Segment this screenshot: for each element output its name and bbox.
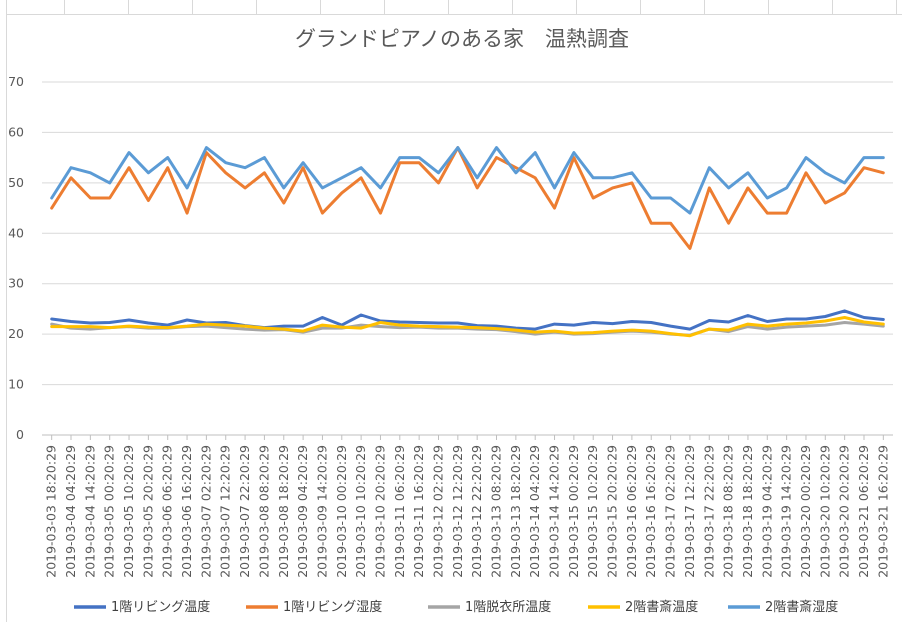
x-tick-label: 2019-03-06 06:20:29: [160, 445, 175, 578]
spreadsheet-column-grid: [0, 0, 902, 15]
x-tick-label: 2019-03-15 20:20:29: [605, 445, 620, 578]
x-tick-label: 2019-03-15 00:20:29: [566, 445, 581, 578]
x-tick-label: 2019-03-03 18:20:29: [44, 445, 59, 578]
y-tick-label: 60: [8, 124, 24, 139]
legend-entry: 1階脱衣所温度: [465, 599, 551, 615]
x-axis-tick-labels: 2019-03-03 18:20:29 2019-03-04 04:20:29 20…: [44, 435, 890, 578]
y-axis-tick-labels: 0 10 20 30 40 50 60 70: [8, 74, 24, 442]
legend-entry: 2階書斎湿度: [765, 599, 838, 615]
gridlines: [42, 81, 893, 436]
y-tick-label: 50: [8, 175, 24, 190]
x-tick-label: 2019-03-10 20:20:29: [372, 445, 387, 578]
series-line-5: [50, 146, 885, 215]
legend-entry: 1階リビング湿度: [283, 599, 382, 615]
series-line-2: [50, 146, 885, 250]
spreadsheet-row-header: [0, 0, 7, 622]
legend-entry: 1階リビング温度: [111, 599, 210, 615]
x-tick-label: 2019-03-04 04:20:29: [63, 445, 78, 578]
legend: 1階リビング温度 1階リビング湿度 1階脱衣所温度 2階書斎温度 2階書斎湿度: [74, 599, 838, 615]
x-tick-label: 2019-03-17 02:20:29: [663, 445, 678, 578]
x-tick-label: 2019-03-06 16:20:29: [179, 445, 194, 578]
x-tick-label: 2019-03-20 10:20:29: [817, 445, 832, 578]
series-line-4: [50, 316, 885, 338]
y-tick-label: 30: [8, 276, 24, 291]
x-tick-label: 2019-03-10 00:20:29: [334, 445, 349, 578]
y-tick-label: 20: [8, 326, 24, 341]
x-tick-label: 2019-03-05 20:20:29: [140, 445, 155, 578]
x-tick-label: 2019-03-19 04:20:29: [759, 445, 774, 578]
x-tick-label: 2019-03-21 06:20:29: [856, 445, 871, 578]
y-tick-label: 70: [8, 74, 24, 89]
series-lines: [50, 146, 885, 338]
x-tick-label: 2019-03-13 08:20:29: [489, 445, 504, 578]
x-tick-label: 2019-03-12 02:20:29: [430, 445, 445, 578]
x-tick-label: 2019-03-20 00:20:29: [798, 445, 813, 578]
x-tick-label: 2019-03-11 16:20:29: [411, 445, 426, 578]
x-tick-label: 2019-03-05 10:20:29: [121, 445, 136, 578]
series-line-1: [50, 309, 885, 331]
x-tick-label: 2019-03-07 12:20:29: [218, 445, 233, 578]
x-tick-label: 2019-03-09 14:20:29: [314, 445, 329, 578]
x-tick-label: 2019-03-05 00:20:29: [102, 445, 117, 578]
x-tick-label: 2019-03-09 04:20:29: [295, 445, 310, 578]
x-tick-label: 2019-03-21 16:20:29: [875, 445, 890, 578]
x-tick-label: 2019-03-16 06:20:29: [624, 445, 639, 578]
x-tick-label: 2019-03-07 22:20:29: [237, 445, 252, 578]
x-tick-label: 2019-03-08 18:20:29: [276, 445, 291, 578]
x-tick-label: 2019-03-19 14:20:29: [779, 445, 794, 578]
chart-title: グランドピアノのある家 温熱調査: [295, 27, 629, 51]
y-tick-label: 40: [8, 225, 24, 240]
x-tick-label: 2019-03-07 02:20:29: [198, 445, 213, 578]
x-tick-label: 2019-03-12 22:20:29: [469, 445, 484, 578]
x-tick-label: 2019-03-10 10:20:29: [353, 445, 368, 578]
x-tick-label: 2019-03-15 10:20:29: [585, 445, 600, 578]
x-tick-label: 2019-03-18 18:20:29: [740, 445, 755, 578]
x-tick-label: 2019-03-12 12:20:29: [450, 445, 465, 578]
x-tick-label: 2019-03-16 16:20:29: [643, 445, 658, 578]
x-tick-label: 2019-03-11 06:20:29: [392, 445, 407, 578]
x-tick-label: 2019-03-18 08:20:29: [721, 445, 736, 578]
x-tick-label: 2019-03-08 08:20:29: [256, 445, 271, 578]
legend-entry: 2階書斎温度: [625, 599, 698, 615]
x-tick-label: 2019-03-13 18:20:29: [508, 445, 523, 578]
y-tick-label: 0: [16, 427, 24, 442]
x-tick-label: 2019-03-14 04:20:29: [527, 445, 542, 578]
x-tick-label: 2019-03-17 22:20:29: [701, 445, 716, 578]
x-tick-label: 2019-03-14 14:20:29: [547, 445, 562, 578]
y-tick-label: 10: [8, 377, 24, 392]
x-tick-label: 2019-03-20 20:20:29: [837, 445, 852, 578]
x-tick-label: 2019-03-17 12:20:29: [682, 445, 697, 578]
x-tick-label: 2019-03-04 14:20:29: [82, 445, 97, 578]
